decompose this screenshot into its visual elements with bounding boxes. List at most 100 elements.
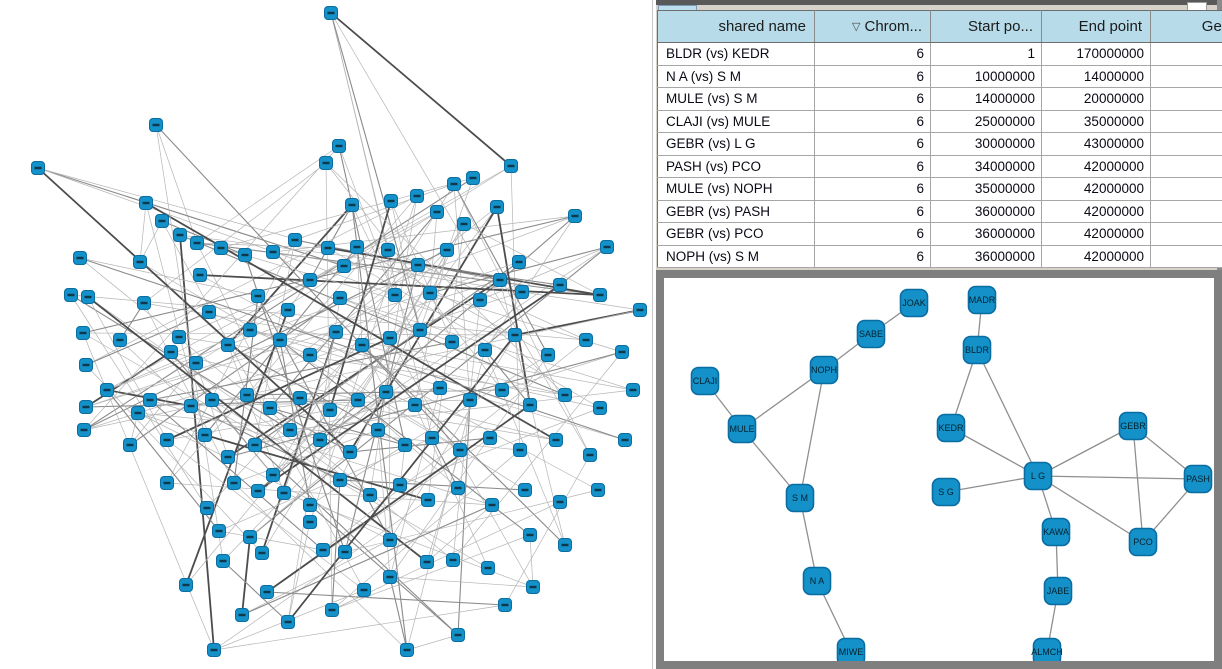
network-node[interactable] <box>618 433 632 447</box>
network-node[interactable] <box>558 388 572 402</box>
table-cell[interactable]: 8.4 <box>1150 222 1222 246</box>
network-node[interactable] <box>591 483 605 497</box>
network-node[interactable] <box>583 448 597 462</box>
network-node-claji[interactable]: CLAJI <box>690 366 720 396</box>
network-node[interactable] <box>523 528 537 542</box>
table-row[interactable]: MULE (vs) NOPH6350000004200000010.5 <box>657 177 1222 201</box>
table-row[interactable]: GEBR (vs) PCO636000000420000008.4 <box>657 222 1222 246</box>
network-node[interactable] <box>277 486 291 500</box>
network-node-s-g[interactable]: S G <box>931 477 961 507</box>
network-node[interactable] <box>523 398 537 412</box>
network-node[interactable] <box>113 333 127 347</box>
network-node[interactable] <box>473 293 487 307</box>
table-cell[interactable]: 36000000 <box>930 245 1042 268</box>
table-cell[interactable]: 6 <box>814 200 931 223</box>
large-network-canvas[interactable] <box>0 0 652 669</box>
network-node[interactable] <box>324 6 338 20</box>
network-node[interactable] <box>615 345 629 359</box>
filter-icon[interactable]: ▽ <box>852 21 861 33</box>
network-node[interactable] <box>243 323 257 337</box>
table-row[interactable]: PASH (vs) PCO6340000004200000011.4 <box>657 155 1222 178</box>
network-node[interactable] <box>255 546 269 560</box>
table-cell[interactable]: 30000000 <box>930 132 1042 156</box>
network-node[interactable] <box>451 481 465 495</box>
network-node-sabe[interactable]: SABE <box>856 319 886 349</box>
table-cell[interactable]: MULE (vs) NOPH <box>657 177 815 201</box>
network-node[interactable] <box>64 288 78 302</box>
table-cell[interactable]: 11.4 <box>1150 155 1222 178</box>
network-node[interactable] <box>351 393 365 407</box>
network-node[interactable] <box>205 393 219 407</box>
network-node[interactable] <box>160 433 174 447</box>
network-node[interactable] <box>303 498 317 512</box>
network-node[interactable] <box>313 433 327 447</box>
table-cell[interactable]: 8.9 <box>1150 200 1222 223</box>
network-node[interactable] <box>350 240 364 254</box>
network-node[interactable] <box>31 161 45 175</box>
network-node[interactable] <box>160 476 174 490</box>
network-node[interactable] <box>243 530 257 544</box>
table-cell[interactable]: GEBR (vs) PCO <box>657 222 815 246</box>
column-header-4[interactable]: Genetic... <box>1150 10 1222 43</box>
table-cell[interactable]: 34000000 <box>930 155 1042 178</box>
column-header-1[interactable]: ▽ Chrom... <box>814 10 931 43</box>
network-node[interactable] <box>240 388 254 402</box>
network-node[interactable] <box>193 268 207 282</box>
network-node[interactable] <box>143 393 157 407</box>
network-node[interactable] <box>260 585 274 599</box>
network-node[interactable] <box>495 383 509 397</box>
table-cell[interactable]: 6 <box>814 65 931 88</box>
network-node[interactable] <box>77 423 91 437</box>
network-node[interactable] <box>221 338 235 352</box>
column-header-3[interactable]: End point <box>1041 10 1151 43</box>
network-node[interactable] <box>281 615 295 629</box>
network-node-bldr[interactable]: BLDR <box>962 335 992 365</box>
network-node[interactable] <box>189 356 203 370</box>
network-node[interactable] <box>273 333 287 347</box>
network-node[interactable] <box>388 288 402 302</box>
network-node[interactable] <box>433 381 447 395</box>
table-cell[interactable]: 14000000 <box>930 87 1042 111</box>
table-cell[interactable]: 20000000 <box>1041 87 1151 111</box>
network-node[interactable] <box>379 385 393 399</box>
network-node[interactable] <box>288 233 302 247</box>
table-cell[interactable]: 42000000 <box>1041 245 1151 268</box>
network-node-miwe[interactable]: MIWE <box>836 637 866 662</box>
network-node[interactable] <box>198 428 212 442</box>
network-node[interactable] <box>164 345 178 359</box>
network-node[interactable] <box>485 498 499 512</box>
network-node[interactable] <box>593 401 607 415</box>
table-cell[interactable]: 5.9 <box>1150 110 1222 133</box>
network-node[interactable] <box>79 400 93 414</box>
table-cell[interactable]: 1 <box>930 42 1042 66</box>
network-node[interactable] <box>410 189 424 203</box>
network-node[interactable] <box>504 159 518 173</box>
network-node[interactable] <box>149 118 163 132</box>
table-row[interactable]: MULE (vs) S M614000000200000007.5 <box>657 87 1222 111</box>
network-node[interactable] <box>512 255 526 269</box>
network-node[interactable] <box>303 348 317 362</box>
network-node[interactable] <box>212 524 226 538</box>
table-cell[interactable]: 14000000 <box>1041 65 1151 88</box>
table-row[interactable]: BLDR (vs) KEDR61170000000192.0 <box>657 42 1222 66</box>
table-cell[interactable]: MULE (vs) S M <box>657 87 815 111</box>
network-node[interactable] <box>190 236 204 250</box>
network-node[interactable] <box>478 343 492 357</box>
table-cell[interactable]: 6 <box>814 245 931 268</box>
table-row[interactable]: NOPH (vs) S M636000000420000009.9 <box>657 245 1222 268</box>
network-node[interactable] <box>263 401 277 415</box>
column-header-0[interactable]: shared name <box>657 10 815 43</box>
table-cell[interactable]: CLAJI (vs) MULE <box>657 110 815 133</box>
network-node[interactable] <box>371 423 385 437</box>
network-node-pco[interactable]: PCO <box>1128 527 1158 557</box>
network-node[interactable] <box>131 406 145 420</box>
network-node[interactable] <box>139 196 153 210</box>
table-cell[interactable]: 42000000 <box>1041 200 1151 223</box>
network-node-joak[interactable]: JOAK <box>899 288 929 318</box>
network-node[interactable] <box>266 245 280 259</box>
network-node[interactable] <box>413 323 427 337</box>
table-cell[interactable]: 170000000 <box>1041 42 1151 66</box>
table-cell[interactable]: NOPH (vs) S M <box>657 245 815 268</box>
network-node[interactable] <box>493 273 507 287</box>
